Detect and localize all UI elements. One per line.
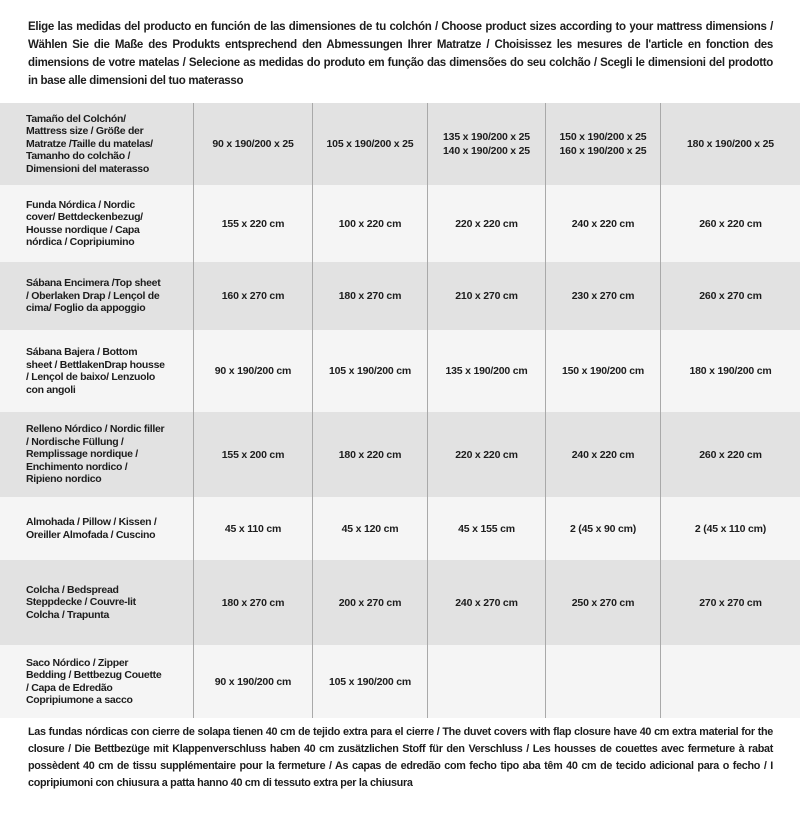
size-cell: 210 x 270 cm <box>427 262 545 330</box>
size-cell: 135 x 190/200 cm <box>427 330 545 412</box>
size-cell: 230 x 270 cm <box>545 262 660 330</box>
table-row-nordic-cover: Funda Nórdica / Nordic cover/ Bettdecken… <box>0 185 800 262</box>
size-cell: 160 x 270 cm <box>193 262 312 330</box>
size-cell: 260 x 270 cm <box>660 262 800 330</box>
size-cell: 90 x 190/200 x 25 <box>193 103 312 185</box>
size-cell: 150 x 190/200 x 25 160 x 190/200 x 25 <box>545 103 660 185</box>
intro-text: Elige las medidas del producto en funció… <box>28 21 773 87</box>
table-row-mattress-size: Tamaño del Colchón/ Mattress size / Größ… <box>0 103 800 185</box>
size-cell <box>660 645 800 718</box>
size-cell: 180 x 220 cm <box>312 412 427 497</box>
table-row-bottom-sheet: Sábana Bajera / Bottom sheet / Bettlaken… <box>0 330 800 412</box>
size-cell: 45 x 120 cm <box>312 497 427 560</box>
row-label: Relleno Nórdico / Nordic filler / Nordis… <box>26 423 165 486</box>
size-cell: 90 x 190/200 cm <box>193 330 312 412</box>
size-cell: 90 x 190/200 cm <box>193 645 312 718</box>
size-cell: 180 x 190/200 x 25 <box>660 103 800 185</box>
table-row-bedspread: Colcha / Bedspread Steppdecke / Couvre-l… <box>0 560 800 645</box>
size-cell: 105 x 190/200 cm <box>312 330 427 412</box>
size-cell: 180 x 270 cm <box>193 560 312 645</box>
row-label: Almohada / Pillow / Kissen / Oreiller Al… <box>26 516 157 541</box>
size-cell: 200 x 270 cm <box>312 560 427 645</box>
size-cell: 180 x 190/200 cm <box>660 330 800 412</box>
size-cell: 240 x 270 cm <box>427 560 545 645</box>
size-cell: 260 x 220 cm <box>660 412 800 497</box>
row-label: Sábana Bajera / Bottom sheet / Bettlaken… <box>26 346 165 396</box>
size-cell: 220 x 220 cm <box>427 185 545 262</box>
size-cell: 135 x 190/200 x 25 140 x 190/200 x 25 <box>427 103 545 185</box>
size-cell: 150 x 190/200 cm <box>545 330 660 412</box>
size-cell <box>427 645 545 718</box>
size-cell: 100 x 220 cm <box>312 185 427 262</box>
row-label: Colcha / Bedspread Steppdecke / Couvre-l… <box>26 583 136 621</box>
row-label: Tamaño del Colchón/ Mattress size / Größ… <box>26 112 153 175</box>
footer-note: Las fundas nórdicas con cierre de solapa… <box>28 726 773 789</box>
row-label: Sábana Encimera /Top sheet / Oberlaken D… <box>26 277 161 315</box>
row-label: Funda Nórdica / Nordic cover/ Bettdecken… <box>26 198 143 249</box>
size-cell: 260 x 220 cm <box>660 185 800 262</box>
size-cell: 155 x 220 cm <box>193 185 312 262</box>
size-cell: 240 x 220 cm <box>545 185 660 262</box>
size-cell: 45 x 110 cm <box>193 497 312 560</box>
size-table: Tamaño del Colchón/ Mattress size / Größ… <box>0 103 800 718</box>
size-cell: 105 x 190/200 cm <box>312 645 427 718</box>
size-cell: 180 x 270 cm <box>312 262 427 330</box>
row-label: Saco Nórdico / Zipper Bedding / Bettbezu… <box>26 656 162 707</box>
size-cell: 2 (45 x 110 cm) <box>660 497 800 560</box>
size-cell: 105 x 190/200 x 25 <box>312 103 427 185</box>
table-row-top-sheet: Sábana Encimera /Top sheet / Oberlaken D… <box>0 262 800 330</box>
size-cell: 240 x 220 cm <box>545 412 660 497</box>
size-cell: 270 x 270 cm <box>660 560 800 645</box>
size-cell: 45 x 155 cm <box>427 497 545 560</box>
size-guide-page: Elige las medidas del producto en funció… <box>0 18 800 818</box>
size-cell: 2 (45 x 90 cm) <box>545 497 660 560</box>
size-cell: 250 x 270 cm <box>545 560 660 645</box>
size-cell <box>545 645 660 718</box>
size-cell: 155 x 200 cm <box>193 412 312 497</box>
size-cell: 220 x 220 cm <box>427 412 545 497</box>
table-row-zipper-bedding: Saco Nórdico / Zipper Bedding / Bettbezu… <box>0 645 800 718</box>
table-row-nordic-filler: Relleno Nórdico / Nordic filler / Nordis… <box>0 412 800 497</box>
table-row-pillow: Almohada / Pillow / Kissen / Oreiller Al… <box>0 497 800 560</box>
